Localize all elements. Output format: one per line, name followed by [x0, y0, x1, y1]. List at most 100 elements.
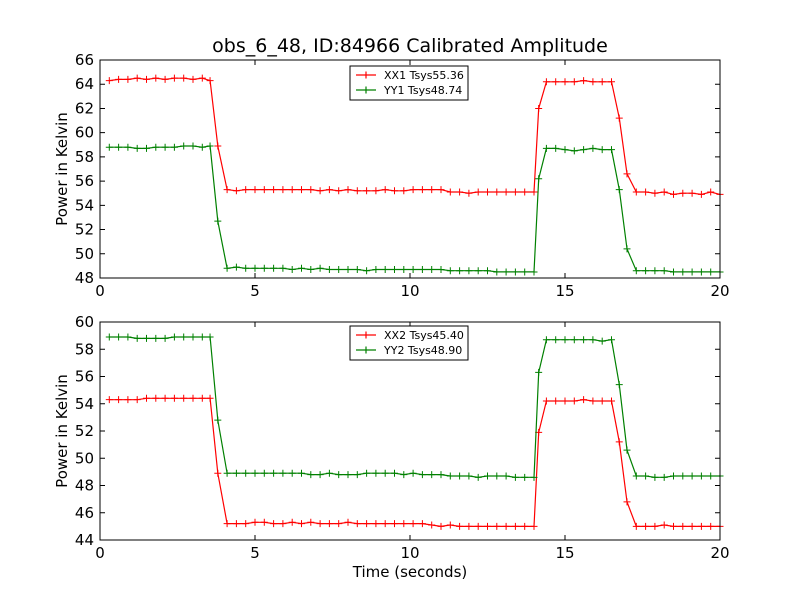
- data-point: [198, 74, 206, 82]
- data-point: [232, 520, 240, 528]
- data-point: [623, 245, 631, 253]
- data-point: [279, 264, 287, 272]
- data-point: [570, 147, 578, 155]
- data-point: [316, 187, 324, 195]
- data-point: [206, 394, 214, 402]
- data-point: [198, 143, 206, 151]
- x-axis-label: Time (seconds): [352, 563, 468, 581]
- data-point: [391, 520, 398, 528]
- data-point: [270, 186, 278, 194]
- data-point: [372, 469, 380, 477]
- data-point: [152, 394, 160, 402]
- data-point: [530, 188, 538, 196]
- data-point: [363, 520, 371, 528]
- data-point: [180, 394, 188, 402]
- data-point: [660, 267, 668, 275]
- data-point: [561, 336, 569, 344]
- data-point: [242, 469, 250, 477]
- y-tick-label: 60: [75, 124, 94, 142]
- data-point: [589, 78, 597, 86]
- y-tick-label: 50: [75, 245, 94, 263]
- data-point: [279, 469, 287, 477]
- data-point: [623, 498, 631, 506]
- legend-swatch: [356, 331, 376, 339]
- data-point: [535, 104, 543, 112]
- data-point: [688, 522, 696, 530]
- data-point: [381, 266, 389, 274]
- data-point: [288, 186, 296, 194]
- legend-swatch: [356, 346, 376, 354]
- data-point: [535, 175, 543, 183]
- data-point: [623, 170, 631, 178]
- data-point: [391, 266, 398, 274]
- x-tick-label: 20: [710, 544, 729, 562]
- data-point: [642, 267, 650, 275]
- y-tick-label: 60: [75, 313, 94, 331]
- data-point: [511, 473, 519, 481]
- data-point: [316, 520, 324, 528]
- data-point: [206, 333, 214, 341]
- data-point: [288, 266, 296, 274]
- data-point: [465, 189, 473, 197]
- data-point: [307, 266, 315, 274]
- data-point: [400, 520, 408, 528]
- data-point: [552, 78, 560, 86]
- data-point: [707, 522, 715, 530]
- data-point: [363, 187, 371, 195]
- x-tick-label: 0: [95, 282, 105, 300]
- y-tick-label: 48: [75, 477, 94, 495]
- data-point: [344, 518, 352, 526]
- y-tick-label: 48: [75, 269, 94, 287]
- data-point: [428, 266, 436, 274]
- data-point: [474, 267, 482, 275]
- data-point: [418, 471, 426, 479]
- data-point: [502, 188, 510, 196]
- data-point: [133, 396, 141, 404]
- data-point: [214, 142, 222, 150]
- data-point: [124, 143, 132, 151]
- data-point: [679, 268, 687, 276]
- y-tick-label: 58: [75, 340, 94, 358]
- data-point: [206, 77, 214, 85]
- data-point: [133, 74, 141, 82]
- legend-box: [349, 325, 469, 361]
- data-point: [260, 469, 268, 477]
- data-point: [143, 144, 150, 152]
- data-point: [344, 266, 352, 274]
- data-point: [615, 381, 623, 389]
- data-point: [307, 186, 315, 194]
- data-point: [105, 77, 113, 85]
- data-point: [608, 78, 615, 86]
- data-point: [143, 75, 150, 83]
- data-point: [409, 520, 417, 528]
- data-point: [670, 522, 677, 530]
- data-point: [608, 336, 615, 344]
- data-point: [260, 518, 268, 526]
- y-tick-label: 52: [75, 422, 94, 440]
- data-point: [372, 266, 380, 274]
- data-point: [660, 521, 668, 529]
- data-point: [189, 394, 197, 402]
- data-point: [325, 520, 333, 528]
- data-point: [298, 264, 305, 272]
- data-point: [198, 333, 206, 341]
- data-point: [242, 264, 250, 272]
- data-point: [651, 522, 659, 530]
- series-XX1 Tsys55.36: [105, 74, 724, 198]
- data-point: [232, 263, 240, 271]
- data-point: [484, 522, 491, 530]
- data-point: [353, 520, 361, 528]
- data-point: [152, 143, 160, 151]
- data-point: [697, 268, 705, 276]
- series-line: [109, 336, 720, 478]
- data-point: [251, 469, 259, 477]
- legend-label: YY2 Tsys48.90: [383, 344, 462, 357]
- data-point: [598, 78, 606, 86]
- data-point: [437, 522, 445, 530]
- y-tick-label: 58: [75, 148, 94, 166]
- data-point: [198, 394, 206, 402]
- data-point: [298, 469, 305, 477]
- data-point: [372, 520, 380, 528]
- data-point: [632, 188, 640, 196]
- data-point: [535, 368, 543, 376]
